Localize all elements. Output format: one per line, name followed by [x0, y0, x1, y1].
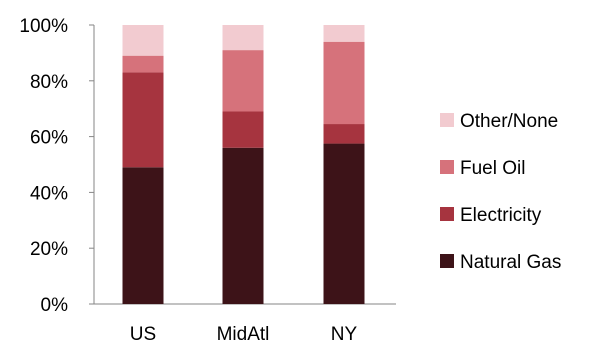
bar-segment-natural-gas-us [122, 167, 164, 304]
bar-segment-electricity-midatl [222, 111, 264, 148]
x-tick-label: US [130, 324, 156, 345]
x-tick-label: MidAtl [217, 324, 270, 345]
y-tick-label: 80% [30, 72, 68, 93]
legend-swatch [440, 207, 454, 221]
bar-segment-other-none-us [122, 25, 164, 56]
y-tick-label: 40% [30, 183, 68, 204]
bar-segment-natural-gas-ny [323, 143, 365, 304]
bar-segment-fuel-oil-midatl [222, 50, 264, 112]
y-tick-label: 20% [30, 239, 68, 260]
legend-swatch [440, 254, 454, 268]
legend-label: Other/None [460, 111, 558, 132]
legend-label: Electricity [460, 205, 542, 226]
bar-segment-electricity-us [122, 72, 164, 168]
y-tick-label: 0% [41, 295, 69, 316]
bar-segment-natural-gas-midatl [222, 147, 264, 304]
bars [122, 25, 365, 304]
bar-segment-electricity-ny [323, 124, 365, 144]
y-tick-label: 60% [30, 128, 68, 149]
legend-swatch [440, 113, 454, 127]
bar-segment-fuel-oil-ny [323, 41, 365, 125]
bar-segment-other-none-ny [323, 25, 365, 42]
x-tick-label: NY [331, 324, 358, 345]
bar-segment-other-none-midatl [222, 25, 264, 51]
legend-label: Natural Gas [460, 252, 561, 273]
x-axis: US MidAtl NY [94, 303, 396, 345]
legend-swatch [440, 160, 454, 174]
bar-segment-fuel-oil-us [122, 55, 164, 73]
legend-label: Fuel Oil [460, 158, 525, 179]
y-axis: 0% 20% 40% 60% 80% 100% [19, 16, 95, 316]
legend: Other/None Fuel Oil Electricity Natural Gas [440, 111, 561, 273]
y-tick-label: 100% [19, 16, 68, 37]
